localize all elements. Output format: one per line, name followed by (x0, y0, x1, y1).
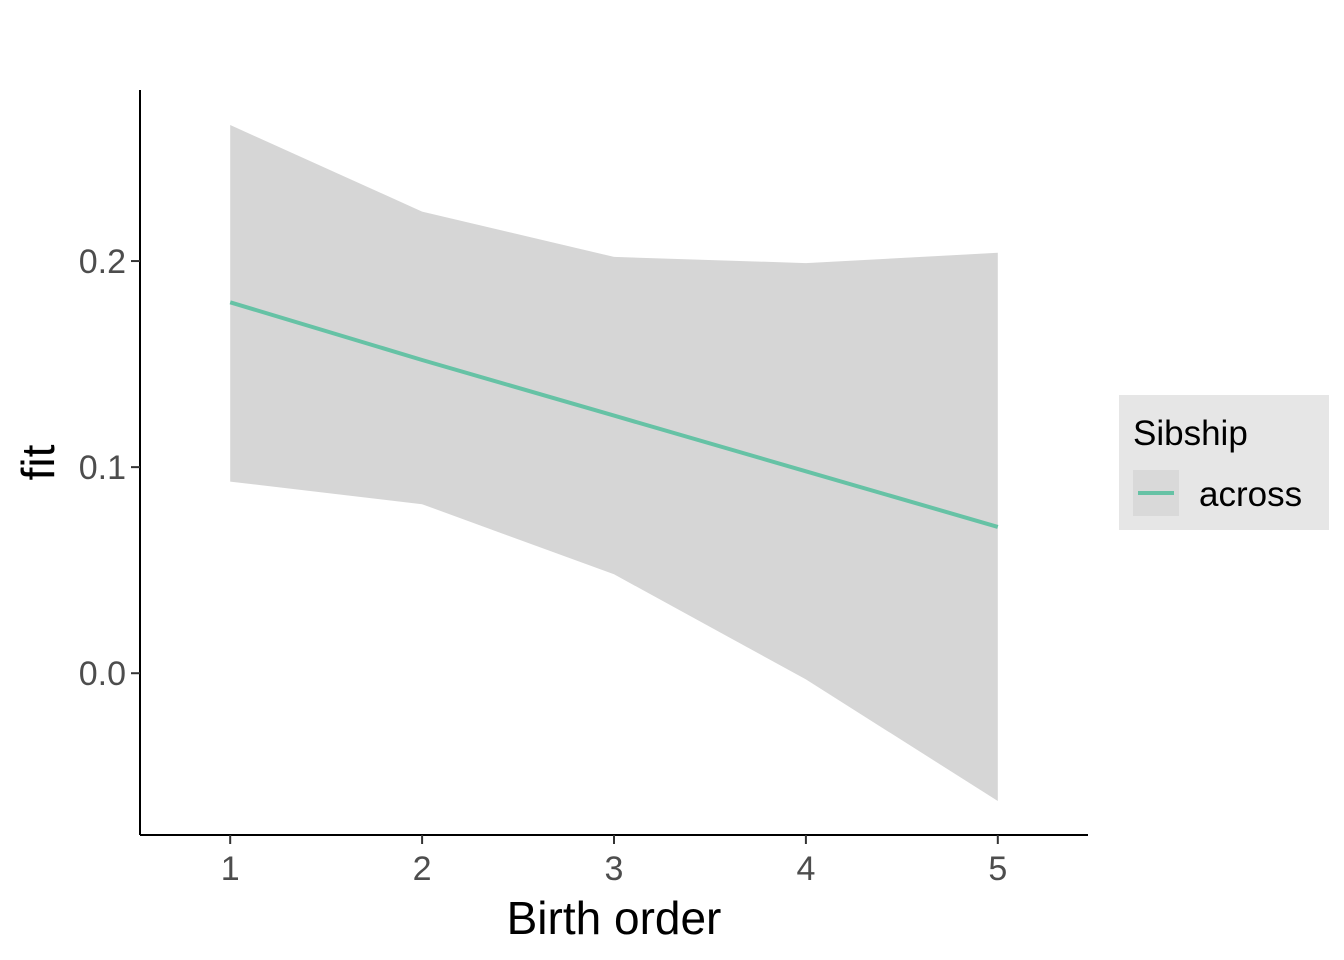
y-tick-label: 0.0 (79, 655, 126, 693)
x-tick-label: 2 (413, 850, 432, 888)
legend: Sibship across (1119, 395, 1329, 530)
series-line-across (229, 300, 999, 529)
confidence-band-across (230, 125, 998, 801)
legend-title: Sibship (1133, 414, 1248, 453)
y-tick-label: 0.2 (79, 243, 126, 281)
y-tick-label: 0.1 (79, 449, 126, 487)
x-tick-label: 4 (796, 850, 815, 888)
x-tick-label: 5 (988, 850, 1007, 888)
x-tick-label: 1 (221, 850, 240, 888)
y-axis-title: fit (12, 444, 64, 480)
plot-area (229, 125, 999, 801)
x-tick-label: 3 (605, 850, 624, 888)
x-axis-title: Birth order (507, 892, 722, 944)
legend-label-across: across (1199, 475, 1302, 514)
axes: 1 2 3 4 5 0.0 0.1 0.2 Birth order fit (12, 90, 1088, 944)
